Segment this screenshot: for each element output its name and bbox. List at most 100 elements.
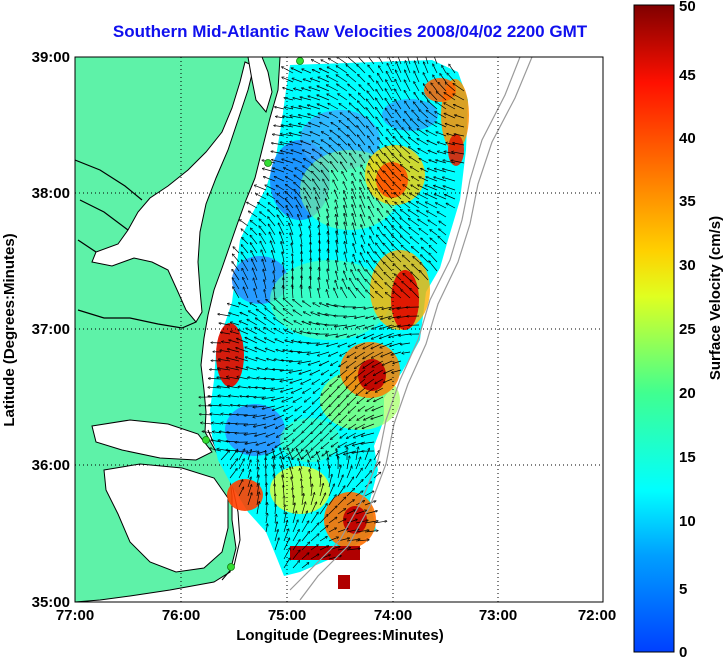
velocity-arrow xyxy=(341,287,348,299)
velocity-arrow xyxy=(376,171,384,182)
velocity-arrow xyxy=(348,119,357,128)
velocity-arrow xyxy=(289,133,303,137)
velocity-arrow xyxy=(293,432,303,441)
velocity-arrow xyxy=(312,60,321,65)
velocity-arrow xyxy=(379,66,384,74)
velocity-arrow xyxy=(386,80,393,92)
velocity-arrow xyxy=(339,121,348,128)
velocity-arrow xyxy=(352,189,357,200)
velocity-arrow xyxy=(338,441,348,447)
velocity-arrow xyxy=(294,175,303,182)
velocity-arrow xyxy=(287,214,294,227)
map-title: Southern Mid-Atlantic Raw Velocities 200… xyxy=(112,22,588,41)
velocity-arrow xyxy=(293,496,294,506)
velocity-arrow xyxy=(309,123,321,128)
velocity-arrow xyxy=(400,155,411,164)
velocity-arrow xyxy=(307,206,312,218)
velocity-arrow xyxy=(361,165,366,173)
velocity-arrow xyxy=(426,177,438,182)
velocity-arrow xyxy=(392,154,402,164)
velocity-arrow xyxy=(337,486,345,497)
velocity-arrow xyxy=(419,110,429,119)
velocity-arrow xyxy=(429,246,438,254)
x-tick-label: 77:00 xyxy=(56,607,94,624)
velocity-arrow xyxy=(262,259,267,272)
velocity-arrow xyxy=(347,432,357,438)
velocity-arrow xyxy=(254,423,267,427)
velocity-arrow xyxy=(417,193,429,200)
velocity-arrow xyxy=(445,195,456,200)
velocity-arrow xyxy=(410,237,420,245)
velocity-arrow xyxy=(285,330,294,335)
velocity-arrow xyxy=(284,168,294,173)
velocity-arrow xyxy=(329,466,330,479)
velocity-arrow xyxy=(393,291,402,299)
velocity-arrow xyxy=(353,307,366,308)
velocity-field xyxy=(210,60,469,589)
velocity-arrow xyxy=(266,432,276,437)
velocity-arrow xyxy=(298,215,303,227)
velocity-arrow xyxy=(390,342,402,346)
velocity-arrow xyxy=(284,107,294,110)
velocity-arrow xyxy=(292,520,298,533)
velocity-arrow xyxy=(301,141,312,146)
velocity-arrow xyxy=(255,348,267,353)
velocity-arrow xyxy=(331,360,339,365)
velocity-arrow xyxy=(248,377,258,380)
velocity-arrow xyxy=(237,377,249,380)
velocity-arrow xyxy=(229,459,238,470)
velocity-arrow xyxy=(233,254,240,263)
velocity-arrow xyxy=(376,243,384,254)
velocity-arrow xyxy=(345,263,348,272)
velocity-arrow xyxy=(409,147,420,155)
velocity-arrow xyxy=(393,360,402,363)
velocity-vectors xyxy=(199,57,465,569)
velocity-arrow xyxy=(319,537,327,542)
velocity-arrow xyxy=(391,351,402,355)
velocity-arrow xyxy=(364,511,377,515)
velocity-arrow xyxy=(352,174,357,182)
velocity-arrow xyxy=(347,396,357,405)
velocity-arrow xyxy=(328,556,341,560)
velocity-arrow xyxy=(411,272,420,281)
velocity-arrow xyxy=(299,369,312,374)
velocity-arrow xyxy=(369,207,375,218)
colorbar-tick-label: 40 xyxy=(679,130,696,147)
velocity-arrow xyxy=(409,201,420,209)
velocity-arrow xyxy=(290,142,303,146)
velocity-arrow xyxy=(256,441,267,445)
velocity-arrow xyxy=(368,252,375,263)
velocity-arrow xyxy=(220,451,229,461)
velocity-arrow xyxy=(257,451,258,461)
velocity-arrow xyxy=(217,377,231,380)
velocity-arrow xyxy=(322,132,330,137)
velocity-arrow xyxy=(394,283,402,290)
velocity-arrow xyxy=(335,190,339,200)
velocity-arrow xyxy=(269,232,276,245)
velocity-arrow xyxy=(290,233,294,245)
velocity-arrow xyxy=(264,280,267,290)
velocity-arrow xyxy=(331,123,339,128)
velocity-arrow xyxy=(255,432,267,436)
velocity-arrow xyxy=(317,104,330,110)
velocity-arrow xyxy=(375,261,384,272)
velocity-arrow xyxy=(310,484,312,497)
colorbar xyxy=(633,4,675,653)
velocity-arrow xyxy=(247,319,258,326)
velocity-arrow xyxy=(405,111,411,119)
velocity-arrow xyxy=(238,480,243,488)
velocity-arrow xyxy=(310,512,318,524)
velocity-arrow xyxy=(420,271,429,281)
velocity-arrow xyxy=(267,194,276,200)
velocity-arrow xyxy=(352,214,357,227)
pamlico-sound xyxy=(103,463,229,573)
velocity-arrow xyxy=(273,134,285,137)
velocity-arrow xyxy=(302,322,312,326)
land-mass xyxy=(75,57,281,602)
velocity-arrow xyxy=(384,273,393,281)
velocity-arrow xyxy=(228,304,240,308)
velocity-arrow xyxy=(251,221,258,227)
velocity-arrow xyxy=(291,150,303,155)
velocity-arrow xyxy=(328,537,338,542)
velocity-arrow xyxy=(264,290,267,299)
